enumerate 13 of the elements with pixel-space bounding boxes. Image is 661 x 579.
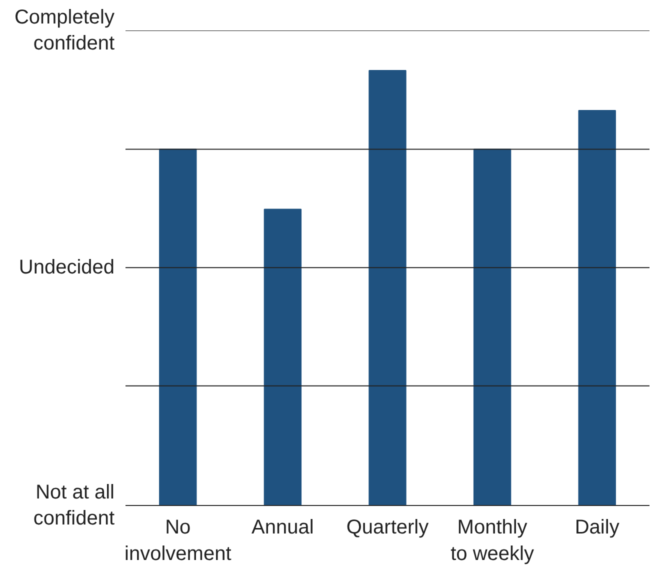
bar	[264, 208, 302, 506]
bar	[578, 110, 616, 506]
ref-line-label: Not at all confident	[33, 481, 115, 530]
x-tick-label: Daily	[574, 516, 620, 538]
bar	[159, 148, 197, 506]
bar	[473, 148, 512, 506]
ref-line-label: Undecided	[18, 256, 114, 279]
x-tick-label: No involvement	[124, 516, 232, 565]
ref-line-label: Completely confident	[14, 6, 115, 55]
x-tick-label: Monthly to weekly	[450, 516, 534, 565]
x-tick-label: Quarterly	[346, 516, 429, 538]
bar	[368, 70, 406, 506]
x-tick-label: Annual	[252, 516, 314, 538]
